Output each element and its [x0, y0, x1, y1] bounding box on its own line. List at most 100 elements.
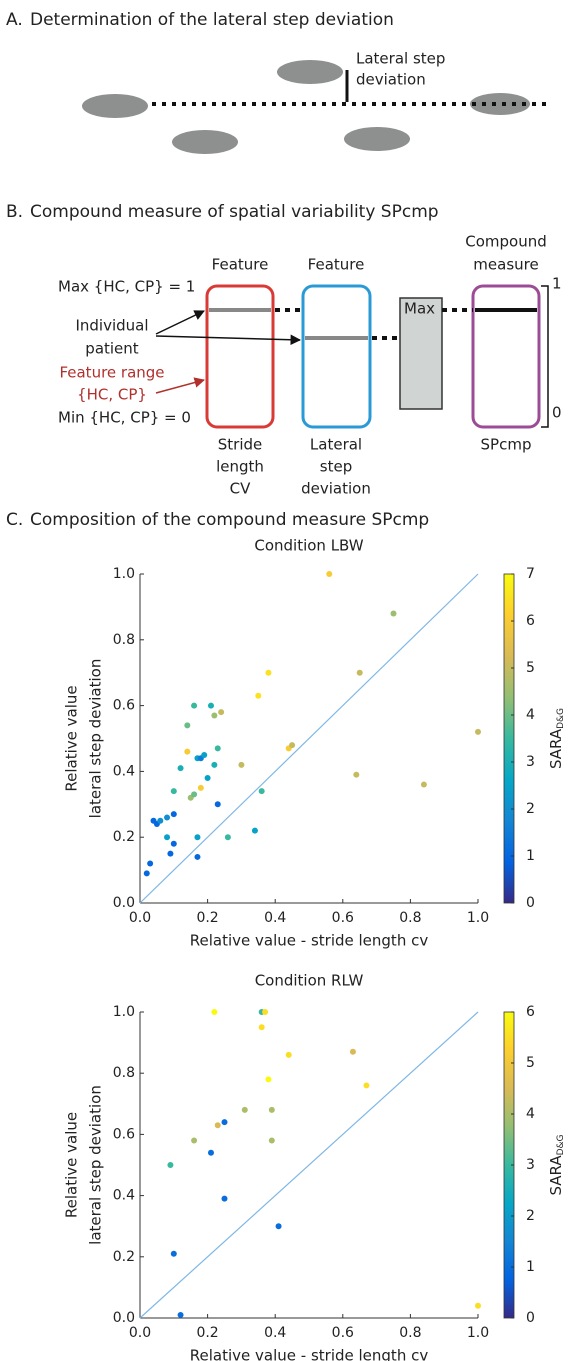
y-axis-label: lateral step deviation: [87, 1085, 105, 1245]
point: [170, 840, 177, 847]
point: [207, 1149, 214, 1156]
colorbar-tick-label: 5: [526, 1055, 535, 1071]
point: [221, 1119, 228, 1126]
point: [211, 761, 218, 768]
label: Compound: [465, 233, 547, 251]
y-tick-label: 0.6: [113, 698, 135, 714]
x-tick-label: 1.0: [467, 910, 489, 926]
point: [207, 702, 214, 709]
point: [238, 761, 245, 768]
y-tick-label: 0.2: [113, 829, 135, 845]
colorbar-tick-label: 3: [526, 1157, 535, 1173]
colorbar-tick-label: 6: [526, 613, 535, 629]
panel-title: Compound measure of spatial variability …: [30, 202, 439, 222]
x-tick-label: 0.0: [129, 1325, 151, 1341]
point: [214, 745, 221, 752]
point: [194, 853, 201, 860]
colorbar-tick-label: 0: [526, 1310, 535, 1326]
point: [475, 1302, 481, 1309]
label: Max: [404, 300, 435, 318]
arrow: [155, 334, 302, 345]
label: step: [320, 458, 352, 476]
point: [191, 791, 198, 798]
panel-letter: A.: [6, 10, 23, 30]
point: [211, 712, 218, 719]
y-tick-label: 0.8: [113, 1065, 135, 1081]
point: [265, 1076, 272, 1083]
scale-label: 1: [552, 275, 562, 293]
point: [157, 817, 164, 824]
x-tick-label: 0.6: [332, 1325, 354, 1341]
y-tick-label: 0.0: [113, 1310, 135, 1326]
x-tick-label: 0.4: [264, 1325, 286, 1341]
label: measure: [473, 256, 538, 274]
point: [285, 1051, 292, 1058]
y-tick-label: 0.2: [113, 1249, 135, 1265]
y-tick-label: 0.8: [113, 632, 135, 648]
annotation: Lateral step: [356, 50, 445, 68]
colorbar-label-text: SARA: [547, 728, 565, 769]
y-axis-label: Relative value: [63, 685, 81, 791]
point: [194, 834, 201, 841]
panel-title: Determination of the lateral step deviat…: [30, 10, 394, 30]
x-tick-label: 0.8: [399, 1325, 421, 1341]
colorbar-tick-label: 3: [526, 754, 535, 770]
point: [147, 860, 154, 867]
colorbar-label: SARAD&G: [547, 708, 566, 769]
x-tick-label: 0.2: [196, 1325, 218, 1341]
point: [201, 751, 208, 758]
box: [471, 284, 541, 429]
point: [211, 1009, 218, 1015]
colorbar-tick-label: 1: [526, 848, 535, 864]
scale-bracket: [541, 285, 549, 428]
colorbar-tick-label: 1: [526, 1259, 535, 1275]
label: SPcmp: [481, 436, 532, 454]
point: [258, 1024, 265, 1031]
panel-title: Composition of the compound measure SPcm…: [30, 510, 429, 530]
y-axis-label: lateral step deviation: [87, 659, 105, 819]
point: [353, 771, 360, 778]
point: [268, 1137, 275, 1144]
label: CV: [230, 480, 251, 498]
label: {HC, CP}: [77, 386, 147, 404]
reference-line: [139, 1011, 479, 1319]
point: [224, 834, 231, 841]
y-axis-label: Relative value: [63, 1112, 81, 1218]
point: [214, 801, 221, 808]
footprints: [82, 60, 530, 154]
panel-letter: C.: [6, 510, 23, 530]
x-tick-label: 0.0: [129, 910, 151, 926]
point: [326, 571, 333, 577]
colorbar-label-text: SARA: [547, 1155, 565, 1196]
label: deviation: [301, 480, 371, 498]
point: [164, 814, 171, 821]
y-tick-label: 0.0: [113, 895, 135, 911]
point: [170, 788, 177, 795]
colorbar-label-sub: D&G: [556, 708, 566, 729]
point: [241, 1106, 248, 1113]
colorbar: [503, 573, 515, 904]
point: [349, 1048, 356, 1055]
colorbar-label: SARAD&G: [547, 1134, 566, 1195]
x-tick-label: 0.2: [196, 910, 218, 926]
label: Individual: [75, 317, 148, 335]
point: [262, 1009, 269, 1015]
arrow: [155, 310, 205, 335]
label: length: [216, 458, 264, 476]
y-tick-label: 0.4: [113, 1188, 135, 1204]
colorbar-tick-label: 7: [526, 566, 535, 582]
point: [191, 1137, 198, 1144]
y-tick-label: 0.4: [113, 763, 135, 779]
label: Feature: [212, 256, 269, 274]
x-tick-label: 1.0: [467, 1325, 489, 1341]
point: [167, 1162, 174, 1168]
label: Feature range: [59, 364, 164, 382]
label: Lateral: [310, 436, 362, 454]
x-tick-label: 0.4: [264, 910, 286, 926]
point: [265, 669, 272, 676]
point: [268, 1106, 275, 1113]
point: [170, 1250, 177, 1257]
box: [399, 297, 443, 410]
point: [177, 1311, 184, 1318]
point: [363, 1082, 370, 1089]
